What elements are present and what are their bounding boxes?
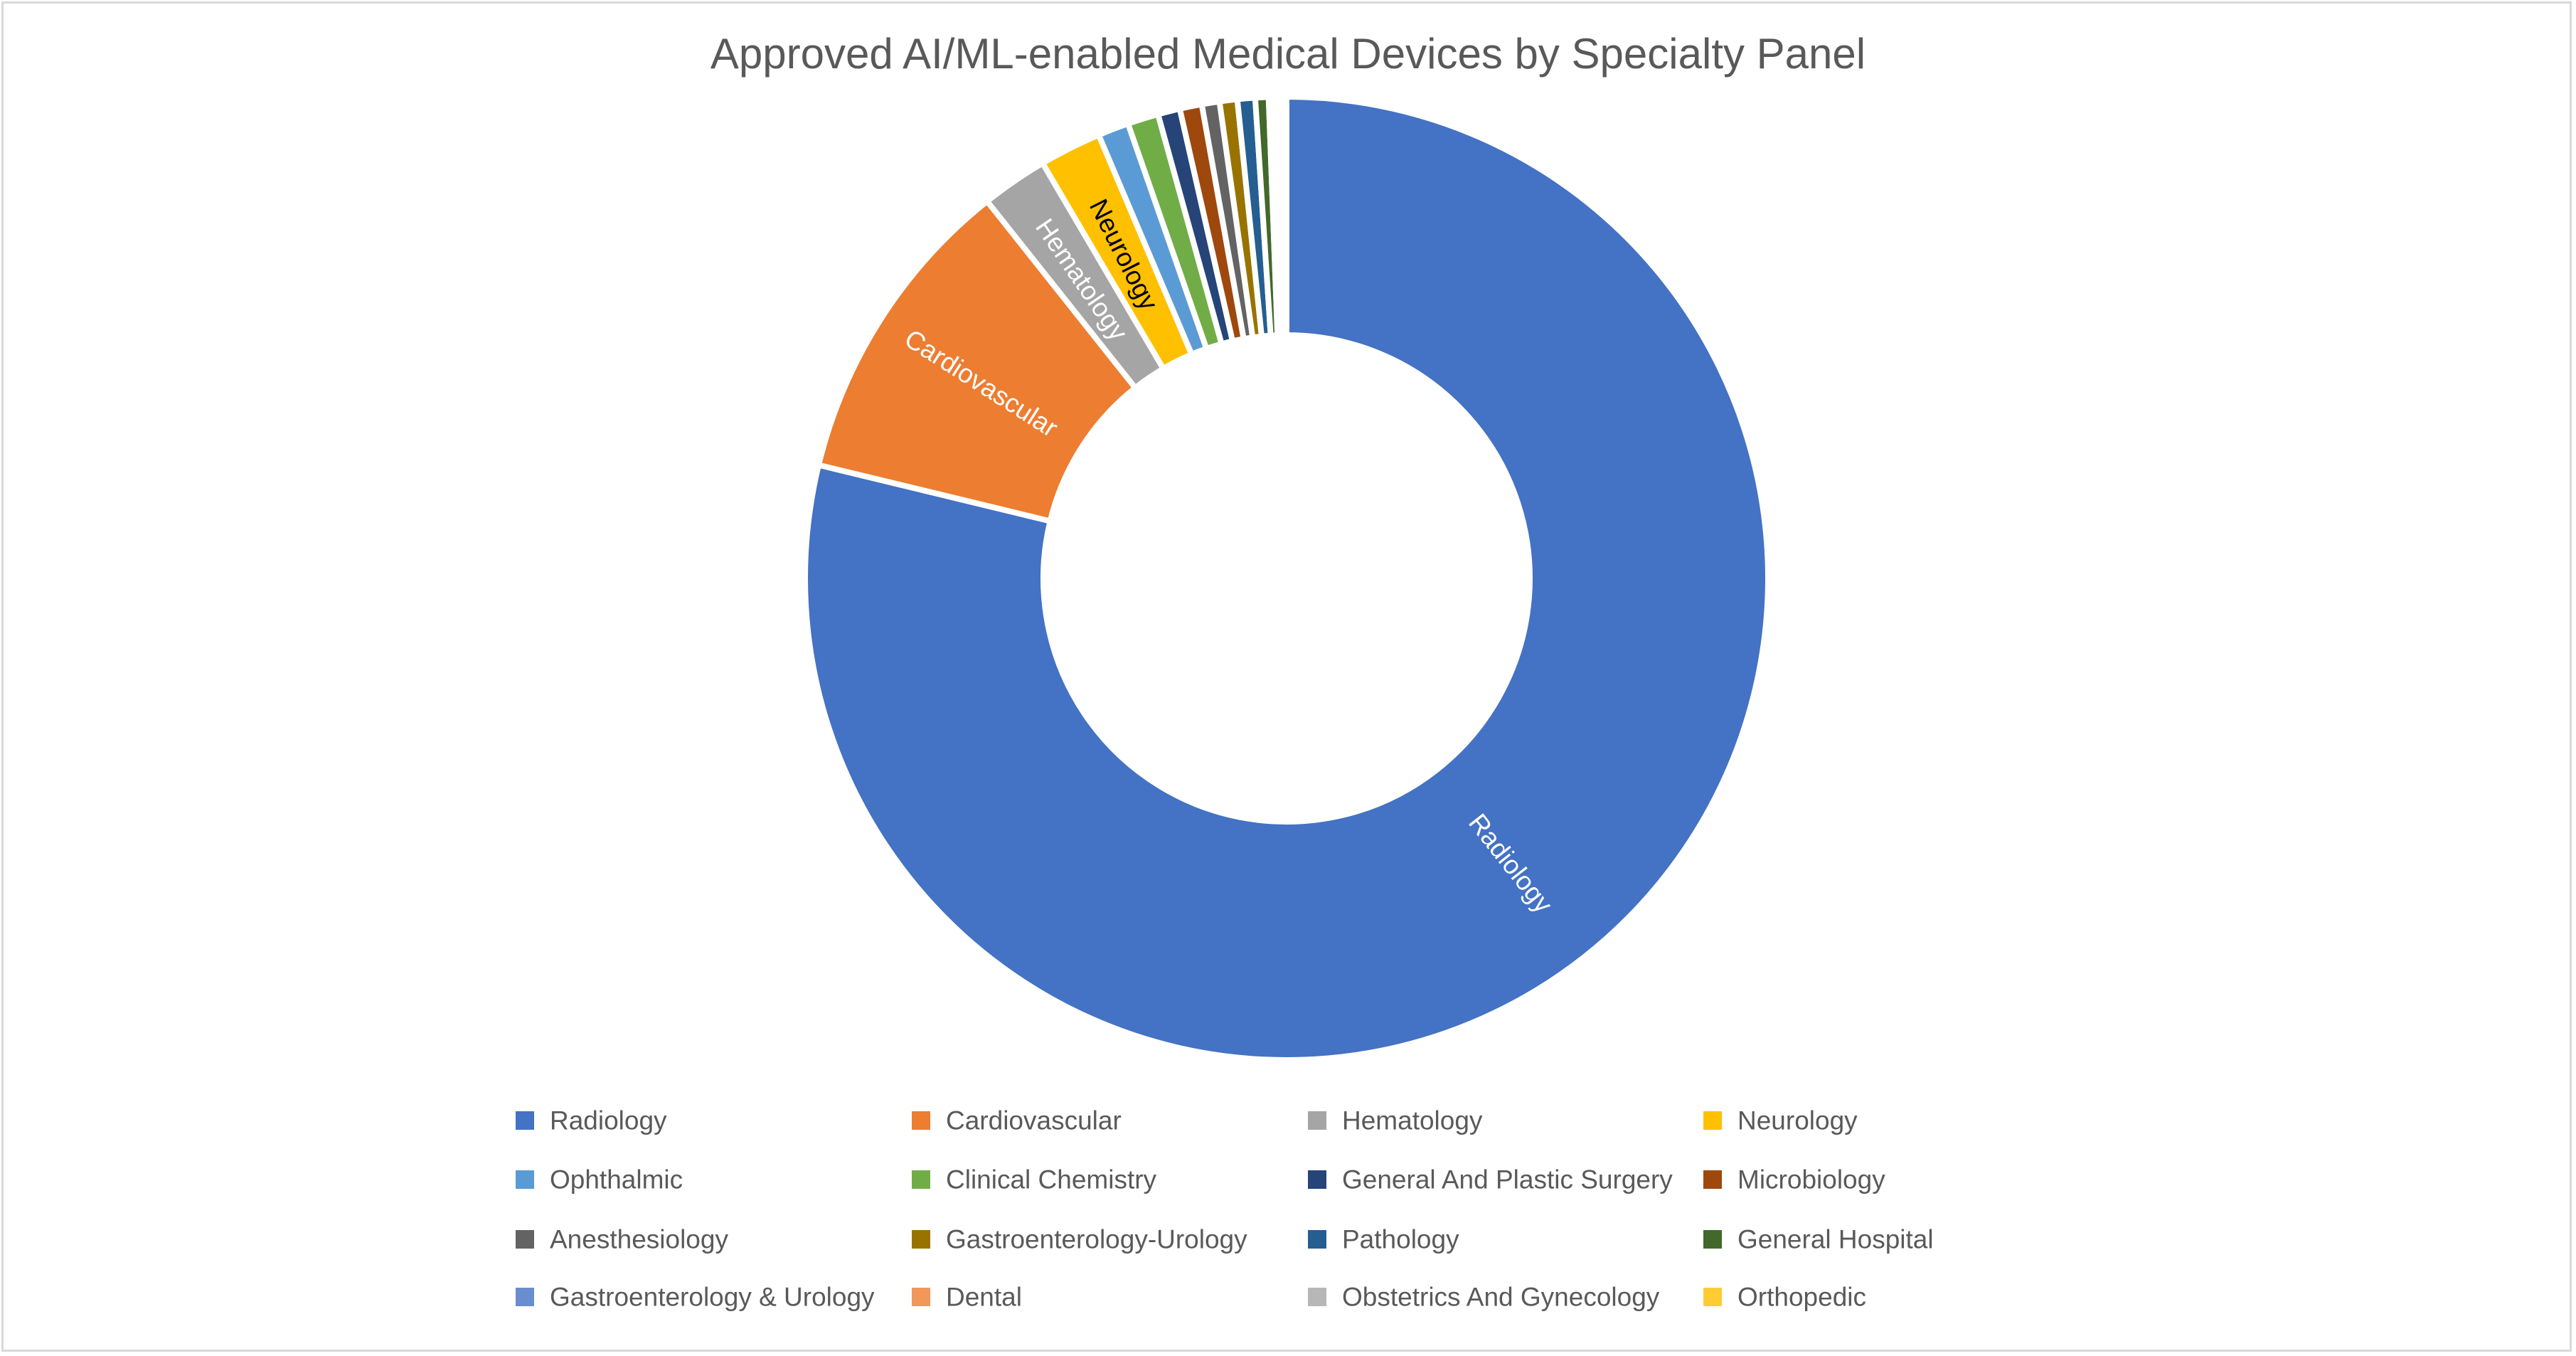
legend-swatch (1308, 1111, 1326, 1130)
legend-label: Hematology (1342, 1106, 1483, 1135)
legend-label: Gastroenterology & Urology (550, 1283, 875, 1312)
legend-label: Dental (946, 1283, 1022, 1312)
legend-label: Neurology (1737, 1106, 1858, 1135)
legend-item[interactable]: Dental (912, 1283, 1022, 1312)
legend-swatch (912, 1111, 930, 1130)
legend-swatch (1308, 1288, 1326, 1306)
legend-swatch (912, 1170, 930, 1189)
legend-swatch (912, 1288, 930, 1306)
legend-label: Cardiovascular (946, 1106, 1122, 1135)
legend-swatch (1703, 1111, 1722, 1130)
legend-label: Orthopedic (1737, 1283, 1866, 1312)
legend-swatch (1308, 1230, 1326, 1249)
legend-label: Anesthesiology (550, 1225, 728, 1254)
legend-item[interactable]: Hematology (1308, 1106, 1483, 1135)
legend-swatch (912, 1230, 930, 1249)
legend-swatch (516, 1230, 534, 1249)
legend-label: Gastroenterology-Urology (946, 1225, 1247, 1254)
legend-swatch (1703, 1170, 1722, 1189)
legend-label: Ophthalmic (550, 1165, 683, 1195)
legend-item[interactable]: General And Plastic Surgery (1308, 1165, 1673, 1195)
legend-item[interactable]: Anesthesiology (516, 1225, 728, 1254)
legend-item[interactable]: Pathology (1308, 1225, 1459, 1254)
legend-item[interactable]: Clinical Chemistry (912, 1165, 1157, 1195)
legend-swatch (1703, 1288, 1722, 1306)
legend-item[interactable]: Orthopedic (1703, 1283, 1866, 1312)
legend-label: General And Plastic Surgery (1342, 1165, 1673, 1195)
legend-swatch (516, 1288, 534, 1306)
legend-label: Microbiology (1737, 1165, 1885, 1195)
legend-label: Pathology (1342, 1225, 1459, 1254)
slice-orthopedic[interactable] (1279, 93, 1289, 339)
legend-item[interactable]: Ophthalmic (516, 1165, 683, 1195)
legend-label: General Hospital (1737, 1225, 1934, 1254)
legend-swatch (516, 1170, 534, 1189)
slice-radiology[interactable] (802, 93, 1771, 1063)
legend-item[interactable]: Radiology (516, 1106, 667, 1135)
legend-swatch (516, 1111, 534, 1130)
legend-label: Obstetrics And Gynecology (1342, 1283, 1660, 1312)
legend-label: Radiology (550, 1106, 667, 1135)
legend-item[interactable]: General Hospital (1703, 1225, 1934, 1254)
legend-swatch (1703, 1230, 1722, 1249)
chart-title: Approved AI/ML-enabled Medical Devices b… (710, 30, 1866, 78)
slice-cardiovascular[interactable] (815, 197, 1139, 525)
legend-item[interactable]: Neurology (1703, 1106, 1858, 1135)
legend-item[interactable]: Microbiology (1703, 1165, 1885, 1195)
legend-item[interactable]: Obstetrics And Gynecology (1308, 1283, 1660, 1312)
legend-item[interactable]: Gastroenterology-Urology (912, 1225, 1247, 1254)
legend-item[interactable]: Cardiovascular (912, 1106, 1122, 1135)
legend-swatch (1308, 1170, 1326, 1189)
legend-item[interactable]: Gastroenterology & Urology (516, 1283, 875, 1312)
legend-label: Clinical Chemistry (946, 1165, 1157, 1195)
